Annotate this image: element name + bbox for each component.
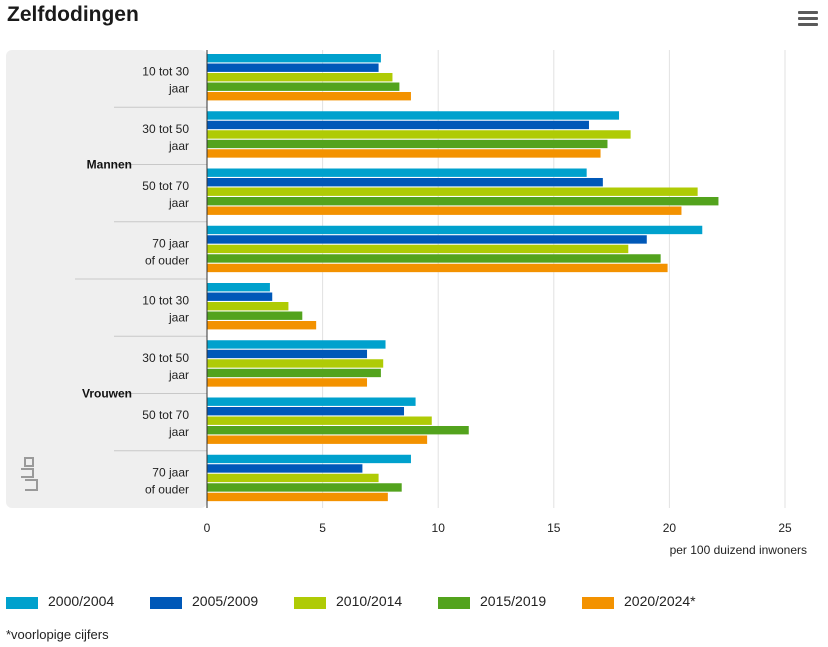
footnote: *voorlopige cijfers (6, 627, 109, 642)
category-label: of ouder (145, 253, 189, 267)
category-label: jaar (168, 368, 189, 382)
bar-2000-2004-5 (207, 340, 386, 349)
hamburger-menu-icon[interactable] (798, 10, 818, 28)
legend-label: 2020/2024* (624, 593, 696, 609)
x-tick-label: 20 (663, 521, 677, 535)
legend-label: 2005/2009 (192, 593, 259, 609)
category-label: 10 tot 30 (142, 65, 189, 79)
category-label: jaar (168, 425, 189, 439)
bar-2020-2024--7 (207, 492, 388, 502)
legend-swatch (6, 597, 38, 609)
bar-2005-2009-0 (207, 63, 379, 72)
category-label: 50 tot 70 (142, 408, 189, 422)
bar-2010-2014-7 (207, 473, 379, 483)
bar-2015-2019-4 (207, 311, 303, 320)
category-label: 70 jaar (152, 236, 189, 250)
bar-2005-2009-3 (207, 235, 647, 244)
bar-2010-2014-0 (207, 73, 393, 82)
bar-2005-2009-7 (207, 464, 363, 473)
bar-2000-2004-7 (207, 454, 411, 464)
category-label: jaar (168, 82, 189, 96)
category-label: of ouder (145, 482, 189, 496)
bar-2015-2019-5 (207, 368, 381, 378)
bar-2000-2004-2 (207, 168, 587, 177)
bar-2020-2024--2 (207, 206, 682, 215)
bar-2010-2014-2 (207, 187, 698, 196)
bar-2020-2024--1 (207, 149, 601, 158)
legend-swatch (150, 597, 182, 609)
bar-2020-2024--0 (207, 92, 411, 101)
category-label: jaar (168, 139, 189, 153)
legend-label: 2015/2019 (480, 593, 547, 609)
legend-swatch (582, 597, 614, 609)
bar-2015-2019-0 (207, 82, 400, 91)
group-label: Vrouwen (82, 387, 132, 401)
cbs-logo-icon (21, 457, 38, 491)
bar-2005-2009-5 (207, 349, 368, 359)
bar-2010-2014-6 (207, 416, 432, 425)
bar-2015-2019-3 (207, 254, 661, 263)
category-label: 10 tot 30 (142, 294, 189, 308)
bar-2010-2014-1 (207, 130, 631, 139)
category-separators (75, 106, 207, 452)
bar-2005-2009-2 (207, 178, 603, 187)
bar-2015-2019-7 (207, 483, 402, 492)
legend-label: 2010/2014 (336, 593, 403, 609)
bar-2020-2024--6 (207, 435, 428, 444)
bar-2015-2019-1 (207, 139, 608, 149)
category-label: jaar (168, 196, 189, 210)
group-label: Mannen (87, 158, 132, 172)
legend-swatch (294, 597, 326, 609)
x-tick-label: 25 (778, 521, 792, 535)
category-label: 50 tot 70 (142, 179, 189, 193)
bar-2000-2004-6 (207, 397, 416, 406)
x-tick-label: 10 (432, 521, 446, 535)
x-tick-label: 15 (547, 521, 561, 535)
category-label: 30 tot 50 (142, 122, 189, 136)
category-labels: 10 tot 30 jaar 30 tot 50 jaar 50 tot 70 jaar 7… (82, 65, 189, 497)
bar-2000-2004-3 (207, 225, 703, 235)
bar-2015-2019-6 (207, 426, 469, 435)
bar-2010-2014-3 (207, 244, 629, 254)
bar-2010-2014-4 (207, 302, 289, 311)
legend-swatch (438, 597, 470, 609)
bar-2015-2019-2 (207, 197, 719, 206)
chart-title: Zelfdodingen (7, 3, 139, 26)
chart-area: 10 tot 30 jaar 30 tot 50 jaar 50 tot 70 jaar 7… (6, 50, 807, 557)
x-tick-label: 5 (319, 521, 326, 535)
bars (207, 54, 719, 502)
bar-2005-2009-1 (207, 120, 589, 130)
bar-2020-2024--3 (207, 263, 668, 273)
legend-label: 2000/2004 (48, 593, 115, 609)
x-tick-label: 0 (204, 521, 211, 535)
bar-2005-2009-6 (207, 407, 405, 416)
x-axis-label: per 100 duizend inwoners (670, 543, 807, 557)
bar-2010-2014-5 (207, 359, 384, 368)
bar-2020-2024--5 (207, 378, 368, 387)
category-label: 30 tot 50 (142, 351, 189, 365)
x-tick-labels: 0 5 10 15 20 25 (204, 521, 792, 535)
bar-2000-2004-0 (207, 54, 381, 63)
bar-2000-2004-4 (207, 283, 270, 292)
bar-2020-2024--4 (207, 321, 317, 330)
category-label: jaar (168, 311, 189, 325)
bar-2005-2009-4 (207, 292, 273, 301)
category-label: 70 jaar (152, 465, 189, 479)
bar-2000-2004-1 (207, 111, 620, 120)
